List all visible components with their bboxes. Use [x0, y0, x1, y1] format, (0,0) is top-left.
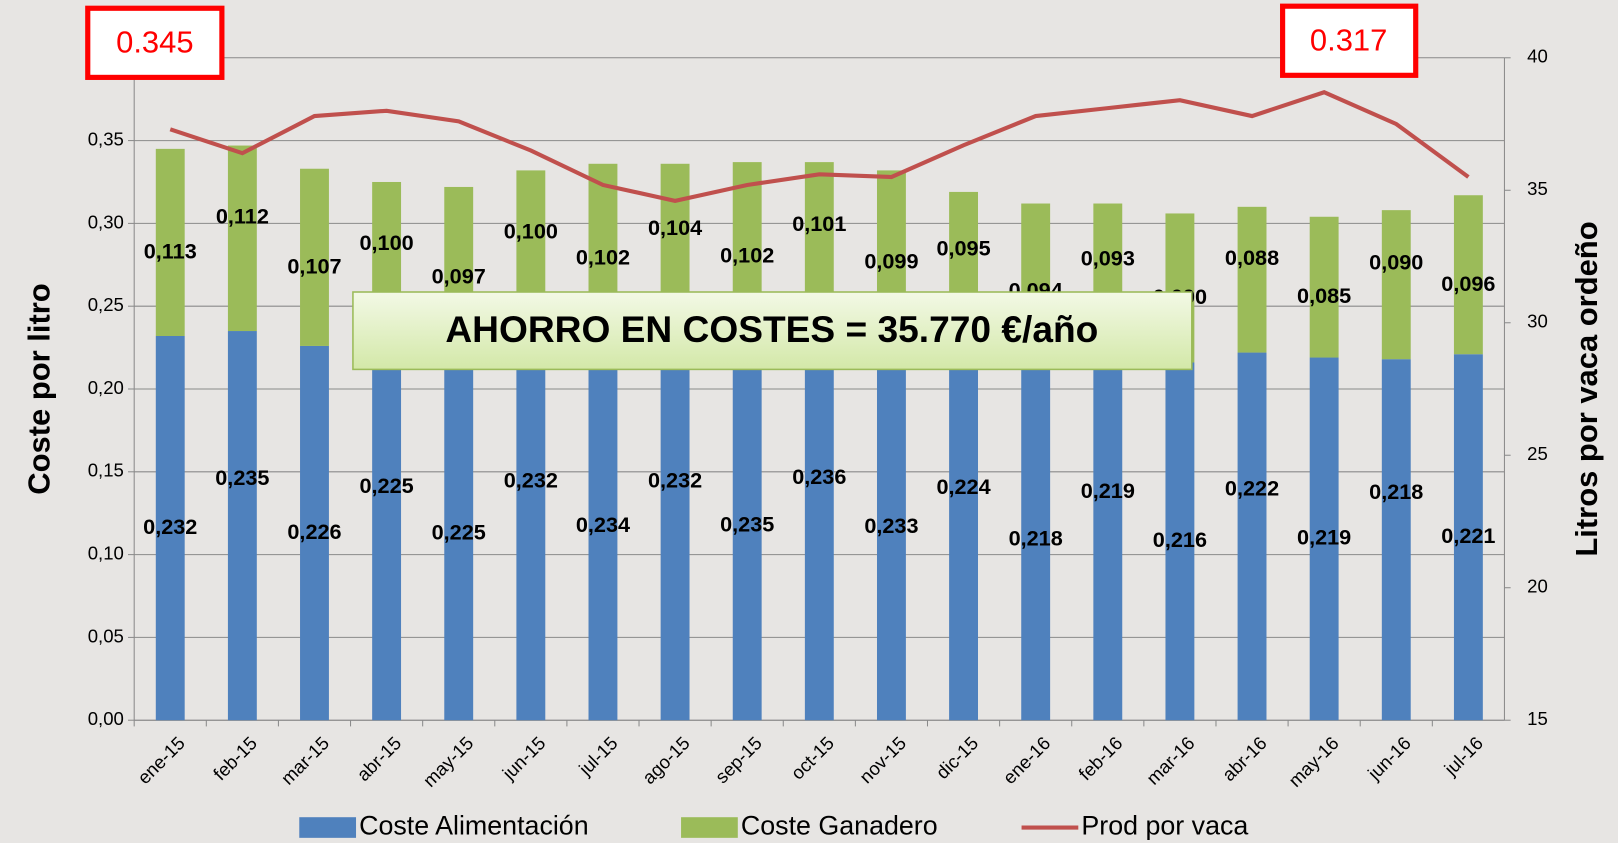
data-label: 0,095 — [936, 236, 990, 261]
y2-tick-label: 25 — [1527, 443, 1548, 464]
y2-tick-label: 40 — [1527, 46, 1548, 67]
bar-segment — [1237, 206, 1267, 353]
data-label: 0,100 — [360, 230, 414, 255]
bar-segment — [516, 336, 546, 721]
data-label: 0,113 — [144, 238, 197, 263]
data-label: 0,226 — [287, 519, 341, 544]
legend-swatch — [299, 817, 357, 838]
legend-swatch — [681, 817, 738, 838]
bar-segment — [1237, 352, 1267, 721]
bar-segment — [1381, 210, 1411, 360]
bar-segment — [588, 332, 618, 721]
data-label: 0,102 — [576, 244, 630, 269]
y2-tick-label: 35 — [1527, 178, 1548, 199]
line-series — [169, 90, 1470, 203]
bar-segment — [804, 329, 834, 721]
data-label: 0,234 — [576, 512, 630, 537]
data-label: 0,097 — [432, 263, 486, 288]
bar-segment — [1381, 359, 1411, 721]
bar-segment — [1165, 362, 1195, 721]
callout-text: 0.345 — [116, 25, 193, 60]
data-label: 0,225 — [360, 473, 414, 498]
y-tick-label: 0,30 — [88, 211, 124, 232]
bar-segment — [1453, 354, 1483, 721]
y-axis-title: Coste por litro — [21, 283, 56, 494]
bar-segment — [300, 168, 329, 346]
data-label: 0,101 — [792, 211, 846, 236]
y-tick-label: 0,20 — [88, 377, 124, 398]
y2-tick-label: 20 — [1527, 576, 1548, 597]
legend-label: Coste Alimentación — [359, 811, 589, 841]
legend-label: Coste Ganadero — [741, 811, 938, 841]
y2-tick-label: 15 — [1527, 708, 1548, 729]
bar-segment — [1021, 359, 1051, 721]
data-label: 0,112 — [216, 203, 269, 228]
data-label: 0,219 — [1081, 478, 1135, 503]
data-label: 0,221 — [1441, 523, 1495, 548]
bar-segment — [372, 347, 402, 721]
bar-segment — [1309, 357, 1339, 721]
data-label: 0,235 — [720, 511, 774, 536]
data-label: 0,222 — [1225, 476, 1279, 501]
bar-segment — [876, 334, 906, 721]
y-tick-label: 0,05 — [88, 625, 124, 646]
data-label: 0,224 — [936, 474, 990, 499]
y-tick-label: 0,15 — [88, 460, 124, 481]
data-label: 0,090 — [1369, 250, 1423, 275]
data-label: 0,218 — [1009, 525, 1063, 550]
data-label: 0,232 — [648, 467, 702, 492]
summary-text: AHORRO EN COSTES = 35.770 €/año — [445, 308, 1098, 350]
data-label: 0,102 — [720, 243, 774, 268]
data-label: 0,099 — [864, 248, 918, 273]
data-label: 0,107 — [287, 253, 341, 278]
callout-box — [1280, 3, 1419, 78]
callout-text: 0.317 — [1310, 22, 1387, 57]
bar-segment — [1309, 216, 1339, 358]
bar-segment — [660, 336, 690, 721]
callout-box — [85, 5, 225, 80]
bar-segment — [949, 349, 979, 721]
data-label: 0,225 — [432, 520, 486, 545]
bar-segment — [227, 331, 257, 721]
bar-segment — [227, 145, 257, 332]
bar-segment — [1453, 195, 1483, 355]
data-label: 0,233 — [864, 513, 918, 538]
data-label: 0,096 — [1441, 271, 1495, 296]
summary-box — [352, 291, 1193, 371]
bar-segment — [1093, 357, 1123, 721]
bar-segment — [155, 148, 185, 337]
data-label: 0,085 — [1297, 283, 1351, 308]
data-label: 0,232 — [143, 514, 197, 539]
data-label: 0,232 — [504, 467, 558, 492]
bar-segment — [732, 331, 762, 721]
legend-label: Prod por vaca — [1081, 811, 1248, 841]
data-label: 0,088 — [1225, 245, 1279, 270]
y-tick-label: 0,10 — [88, 543, 124, 564]
data-label: 0,235 — [215, 465, 269, 490]
bar-segment — [444, 347, 474, 721]
data-label: 0,104 — [648, 215, 702, 240]
bar-segment — [155, 336, 185, 721]
data-label: 0,219 — [1297, 525, 1351, 550]
data-label: 0,236 — [792, 464, 846, 489]
y2-axis-title: Litros por vaca ordeño — [1569, 221, 1604, 556]
data-label: 0,093 — [1081, 246, 1135, 271]
y2-tick-label: 30 — [1527, 311, 1548, 332]
y-tick-label: 0,25 — [88, 294, 124, 315]
data-label: 0,218 — [1369, 479, 1423, 504]
y-tick-label: 0,35 — [88, 128, 124, 149]
y-tick-label: 0,00 — [88, 708, 124, 729]
data-label: 0,100 — [504, 218, 558, 243]
data-label: 0,216 — [1153, 527, 1207, 552]
bar-segment — [300, 345, 329, 721]
